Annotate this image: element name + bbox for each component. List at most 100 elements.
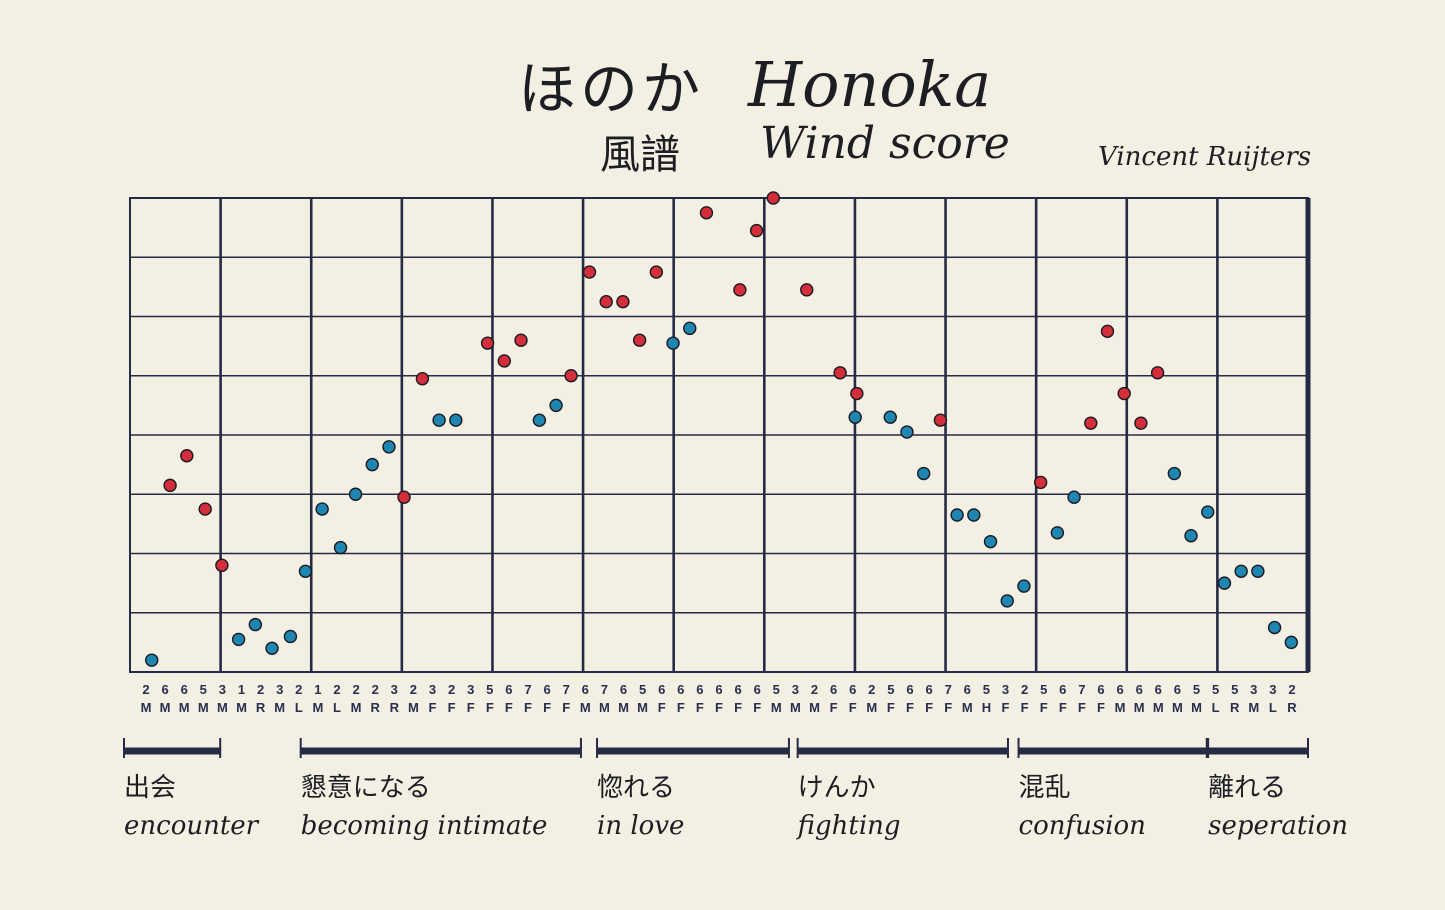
section-label-japanese: 混乱	[1019, 773, 1071, 803]
blue-dot	[967, 508, 981, 522]
tick-label-letter: R	[256, 700, 266, 715]
tick-label-number: 6	[754, 682, 761, 697]
tick-label-number: 6	[906, 682, 913, 697]
blue-dot	[1284, 635, 1298, 650]
red-dot	[582, 265, 597, 279]
tick-label-number: 6	[161, 682, 168, 697]
tick-label-number: 6	[181, 682, 188, 697]
red-dot	[649, 265, 664, 279]
blue-dot	[1167, 466, 1182, 481]
tick-label-letter: F	[429, 700, 437, 715]
tick-label-number: 3	[391, 682, 398, 697]
red-dot	[833, 366, 847, 380]
blue-dot	[549, 398, 563, 413]
tick-label-number: 2	[352, 682, 359, 697]
tick-label-number: 2	[1288, 682, 1295, 697]
tick-label-letter: M	[198, 700, 209, 715]
tick-label-letter: R	[390, 700, 400, 715]
tick-label-letter: L	[1212, 700, 1220, 715]
tick-label-letter: R	[1230, 700, 1240, 715]
tick-label-number: 1	[314, 682, 321, 697]
red-dot	[1134, 416, 1148, 430]
section-label-japanese: 離れる	[1208, 773, 1286, 803]
blue-dot	[1234, 564, 1248, 578]
blue-dot	[382, 440, 396, 454]
blue-dot	[1251, 564, 1265, 578]
tick-label-number: 6	[715, 682, 722, 697]
tick-label-number: 5	[1040, 682, 1047, 697]
subtitle-japanese: 風譜	[600, 132, 680, 178]
blue-dot	[1201, 505, 1215, 519]
tick-label-number: 3	[276, 682, 283, 697]
section-label-japanese: 惚れる	[597, 773, 675, 803]
title-english: Honoka	[748, 48, 992, 121]
red-dot	[198, 502, 212, 516]
red-dot	[699, 206, 714, 220]
tick-label-letter: F	[830, 700, 838, 715]
tick-label-letter: M	[141, 700, 152, 715]
blue-dot	[265, 641, 279, 655]
tick-label-letter: M	[580, 700, 591, 715]
blue-dot	[145, 653, 159, 667]
section-label-english: in love	[597, 811, 684, 841]
blue-dot	[333, 540, 348, 555]
tick-label-letter: F	[887, 700, 895, 715]
blue-dot	[1017, 579, 1031, 593]
tick-label-number: 7	[601, 682, 608, 697]
red-dot	[1084, 416, 1098, 430]
subtitle-english: Wind score	[760, 118, 1010, 169]
red-dot	[514, 333, 528, 347]
tick-label-number: 5	[887, 682, 894, 697]
red-dot	[1033, 475, 1048, 490]
tick-label-letter: F	[906, 700, 914, 715]
tick-label-number: 6	[1155, 682, 1162, 697]
section-label-japanese: 懇意になる	[301, 773, 431, 803]
tick-label-number: 5	[1231, 682, 1238, 697]
tick-label-letter: M	[351, 700, 362, 715]
tick-label-number: 1	[238, 682, 245, 697]
red-dot	[800, 283, 814, 297]
blue-dot	[283, 629, 298, 644]
tick-label-number: 5	[773, 682, 780, 697]
tick-label-number: 7	[524, 682, 531, 697]
tick-label-letter: M	[637, 700, 648, 715]
tick-label-letter: F	[448, 700, 456, 715]
tick-label-letter: L	[1269, 700, 1277, 715]
blue-dot	[532, 413, 547, 427]
blue-dot	[231, 632, 246, 647]
blue-dot	[449, 413, 463, 427]
tick-label-letter: F	[1021, 700, 1029, 715]
red-dot	[733, 283, 747, 297]
tick-label-letter: F	[658, 700, 666, 715]
tick-label-number: 5	[983, 682, 990, 697]
tick-label-number: 6	[620, 682, 627, 697]
blue-dot	[683, 321, 697, 336]
tick-label-number: 6	[734, 682, 741, 697]
tick-label-number: 6	[964, 682, 971, 697]
tick-label-number: 2	[142, 682, 149, 697]
section-label-english: becoming intimate	[301, 811, 548, 841]
tick-label-letter: M	[1172, 700, 1183, 715]
tick-label-letter: H	[982, 700, 991, 715]
tick-label-number: 5	[639, 682, 646, 697]
tick-label-letter: M	[1248, 700, 1259, 715]
tick-label-letter: R	[1287, 700, 1297, 715]
red-dot	[180, 449, 194, 463]
tick-label-number: 2	[372, 682, 379, 697]
tick-label-number: 2	[448, 682, 455, 697]
blue-dot	[916, 466, 931, 481]
tick-label-number: 6	[1136, 682, 1143, 697]
tick-label-letter: F	[944, 700, 952, 715]
red-dot	[480, 336, 495, 350]
tick-label-number: 6	[543, 682, 550, 697]
blue-dot	[848, 410, 862, 424]
tick-label-number: 3	[1269, 682, 1276, 697]
tick-label-number: 2	[257, 682, 264, 697]
red-dot	[397, 490, 411, 504]
tick-label-letter: M	[599, 700, 610, 715]
tick-label-number: 3	[219, 682, 226, 697]
red-dot	[616, 294, 630, 309]
tick-label-letter: M	[618, 700, 629, 715]
tick-label-letter: F	[505, 700, 513, 715]
tick-label-number: 7	[1078, 682, 1085, 697]
